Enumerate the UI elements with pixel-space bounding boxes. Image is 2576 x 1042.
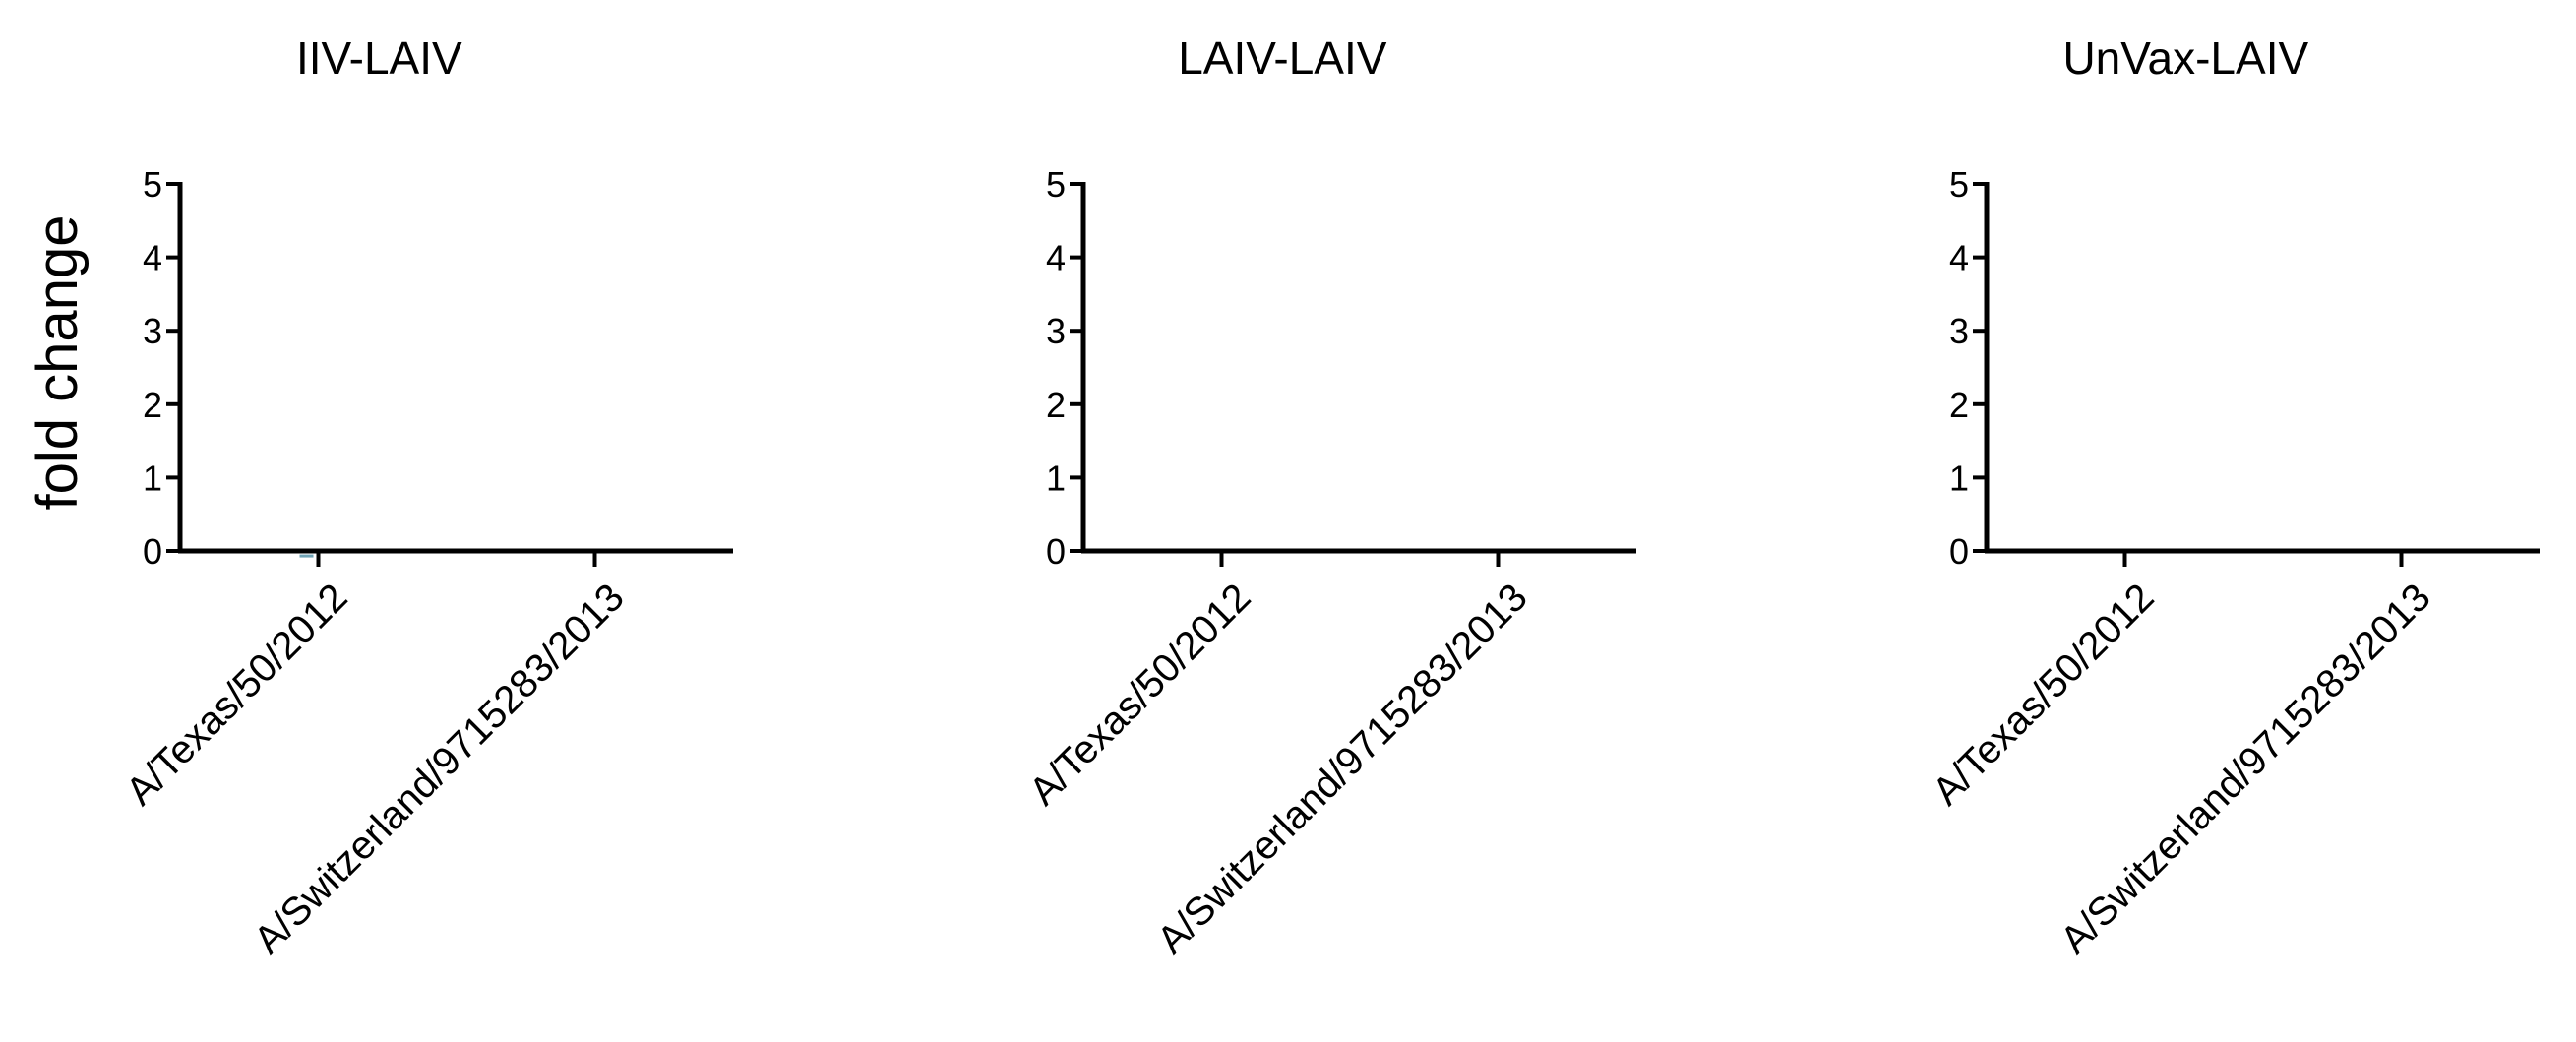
panel-title: LAIV-LAIV [1178, 32, 1387, 84]
y-tick-label: 3 [143, 311, 162, 351]
y-tick-label: 3 [1949, 311, 1969, 351]
panel-title: IIV-LAIV [296, 32, 462, 84]
data-point [299, 554, 314, 558]
y-tick-label: 3 [1046, 311, 1066, 351]
y-tick-label: 5 [143, 164, 162, 205]
x-category-label: A/Texas/50/2012 [118, 576, 356, 814]
y-tick-label: 2 [1949, 385, 1969, 425]
panel-title: UnVax-LAIV [2062, 32, 2308, 84]
y-tick-label: 4 [1046, 238, 1066, 278]
panel-1: IIV-LAIV fold change 0 1 2 3 4 5 A/Texas/50/2012… [26, 32, 733, 962]
y-tick-label: 5 [1046, 164, 1066, 205]
y-tick-label: 1 [1046, 458, 1066, 498]
panel-3: UnVax-LAIV012345A/Texas/50/2012A/Switzer… [1925, 32, 2540, 962]
y-tick-label: 5 [1949, 164, 1969, 205]
y-tick-label: 1 [1949, 458, 1969, 498]
y-tick-label: 0 [1949, 531, 1969, 572]
y-tick-label: 2 [143, 385, 162, 425]
x-category-label: A/Texas/50/2012 [1925, 576, 2163, 814]
panel-2: LAIV-LAIV012345A/Texas/50/2012A/Switzerl… [1021, 32, 1636, 962]
x-category-label: A/Texas/50/2012 [1021, 576, 1259, 814]
y-tick-label: 2 [1046, 385, 1066, 425]
y-tick-label: 1 [143, 458, 162, 498]
y-tick-label: 4 [143, 238, 162, 278]
y-tick-label: 4 [1949, 238, 1969, 278]
y-axis-label: fold change [26, 215, 90, 511]
y-tick-label: 0 [1046, 531, 1066, 572]
y-tick-label: 0 [143, 531, 162, 572]
